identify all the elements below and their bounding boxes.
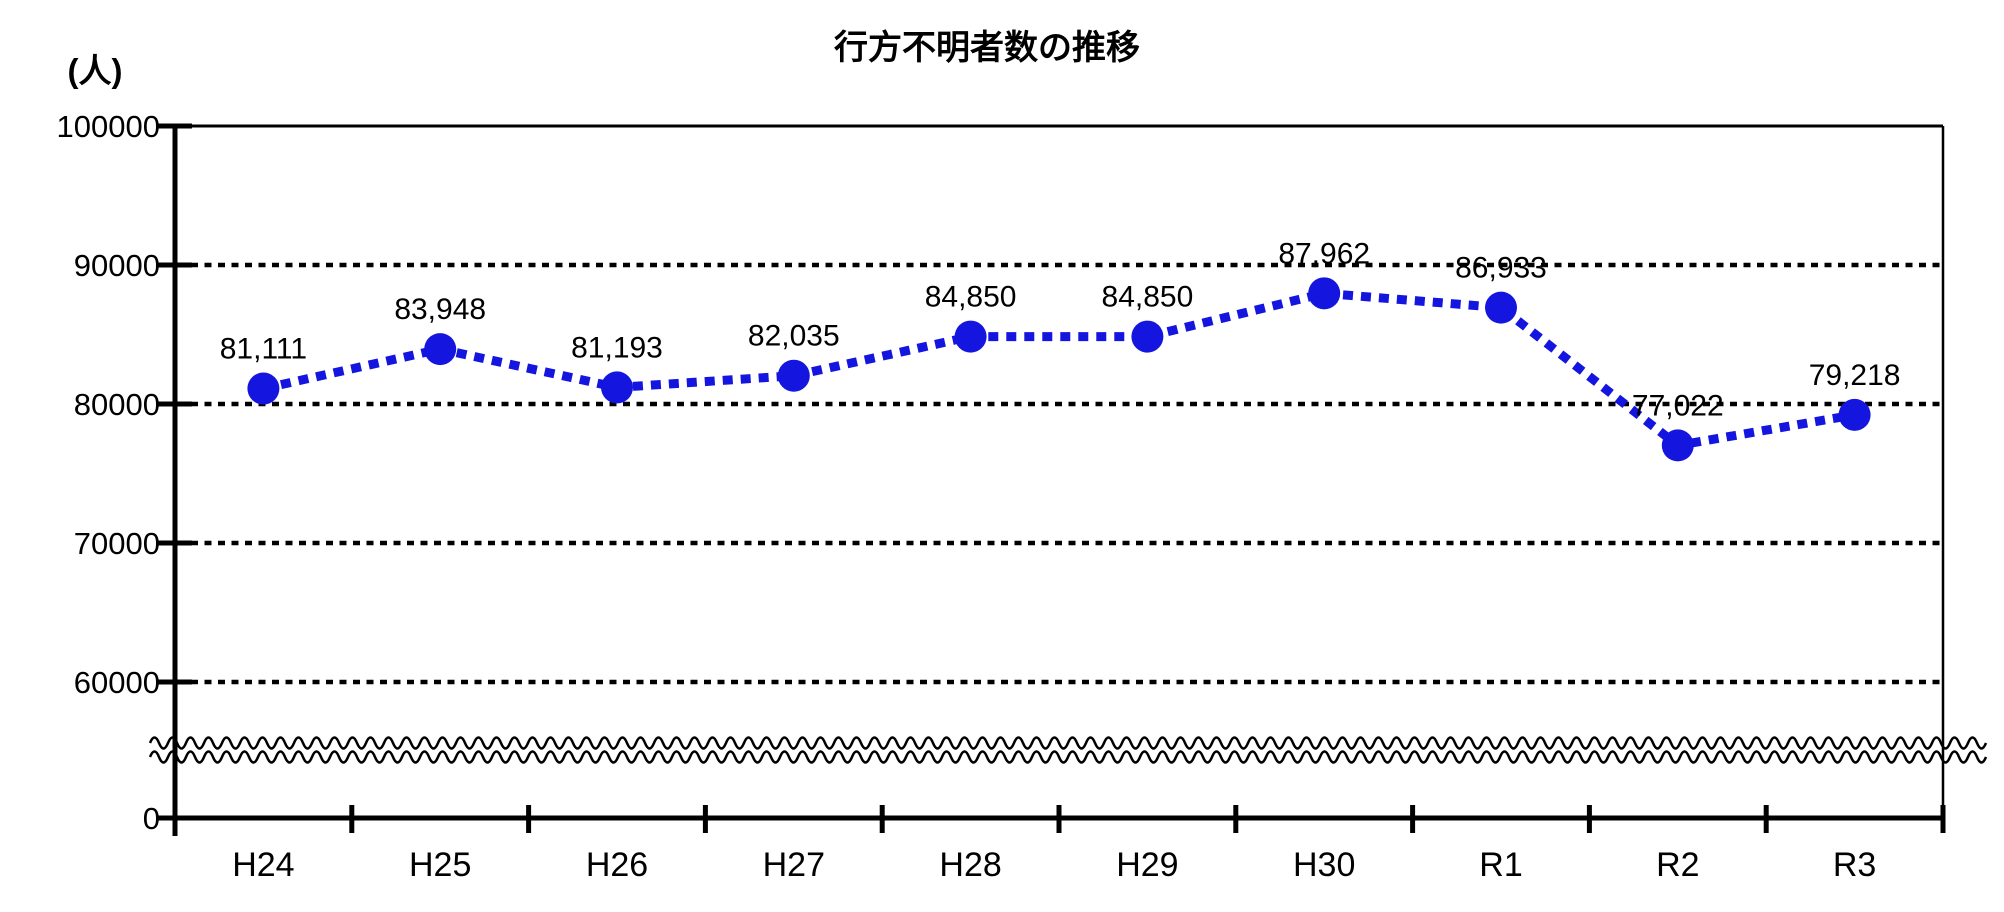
data-point-label: 77,022 xyxy=(1632,389,1724,422)
data-point-label: 84,850 xyxy=(925,281,1017,314)
data-point-marker xyxy=(1308,277,1341,310)
x-tick-label: H26 xyxy=(586,846,648,884)
data-point-label: 87,962 xyxy=(1278,237,1370,270)
x-tick-label: H29 xyxy=(1116,846,1178,884)
data-point-marker xyxy=(1838,398,1871,431)
data-point-marker xyxy=(954,320,987,353)
x-tick-label: H27 xyxy=(763,846,825,884)
plot-area: 100000 90000 80000 70000 60000 0 H24 H25 H26 H27 H… xyxy=(57,109,1988,884)
y-tick-label: 100000 xyxy=(57,109,160,144)
axis-break-wave xyxy=(148,736,1988,750)
data-line xyxy=(262,288,1856,451)
y-axis-unit-label: (人) xyxy=(68,52,123,89)
data-point-label: 82,035 xyxy=(748,320,840,353)
axis-break-wave xyxy=(148,750,1988,764)
y-tick-label: 0 xyxy=(143,801,160,836)
x-tick-label: H24 xyxy=(232,846,294,884)
y-tick-label: 80000 xyxy=(74,387,160,422)
data-point-label: 84,850 xyxy=(1102,281,1194,314)
data-point-marker xyxy=(247,372,280,405)
y-tick-label: 90000 xyxy=(74,248,160,283)
x-tick-label: H28 xyxy=(939,846,1001,884)
x-tick-label: R2 xyxy=(1656,846,1699,884)
data-point-label: 81,193 xyxy=(571,331,663,364)
x-tick-label: R1 xyxy=(1479,846,1522,884)
data-point-label: 79,218 xyxy=(1809,359,1901,392)
data-point-label: 86,933 xyxy=(1455,252,1547,285)
data-point-marker xyxy=(1485,291,1517,324)
data-point-marker xyxy=(601,371,633,404)
y-tick-label: 60000 xyxy=(74,665,160,700)
data-point-marker xyxy=(424,333,457,366)
data-point-marker xyxy=(1131,320,1164,353)
data-point-label: 81,111 xyxy=(220,333,307,366)
x-tick-label: H30 xyxy=(1293,846,1355,884)
data-point-label: 83,948 xyxy=(394,293,486,326)
chart-title: 行方不明者数の推移 xyxy=(834,29,1140,67)
x-tick-label: R3 xyxy=(1833,846,1876,884)
y-tick-label: 70000 xyxy=(74,526,160,561)
data-point-marker xyxy=(777,359,810,392)
x-tick-label: H25 xyxy=(409,846,471,884)
data-point-marker xyxy=(1661,429,1694,462)
